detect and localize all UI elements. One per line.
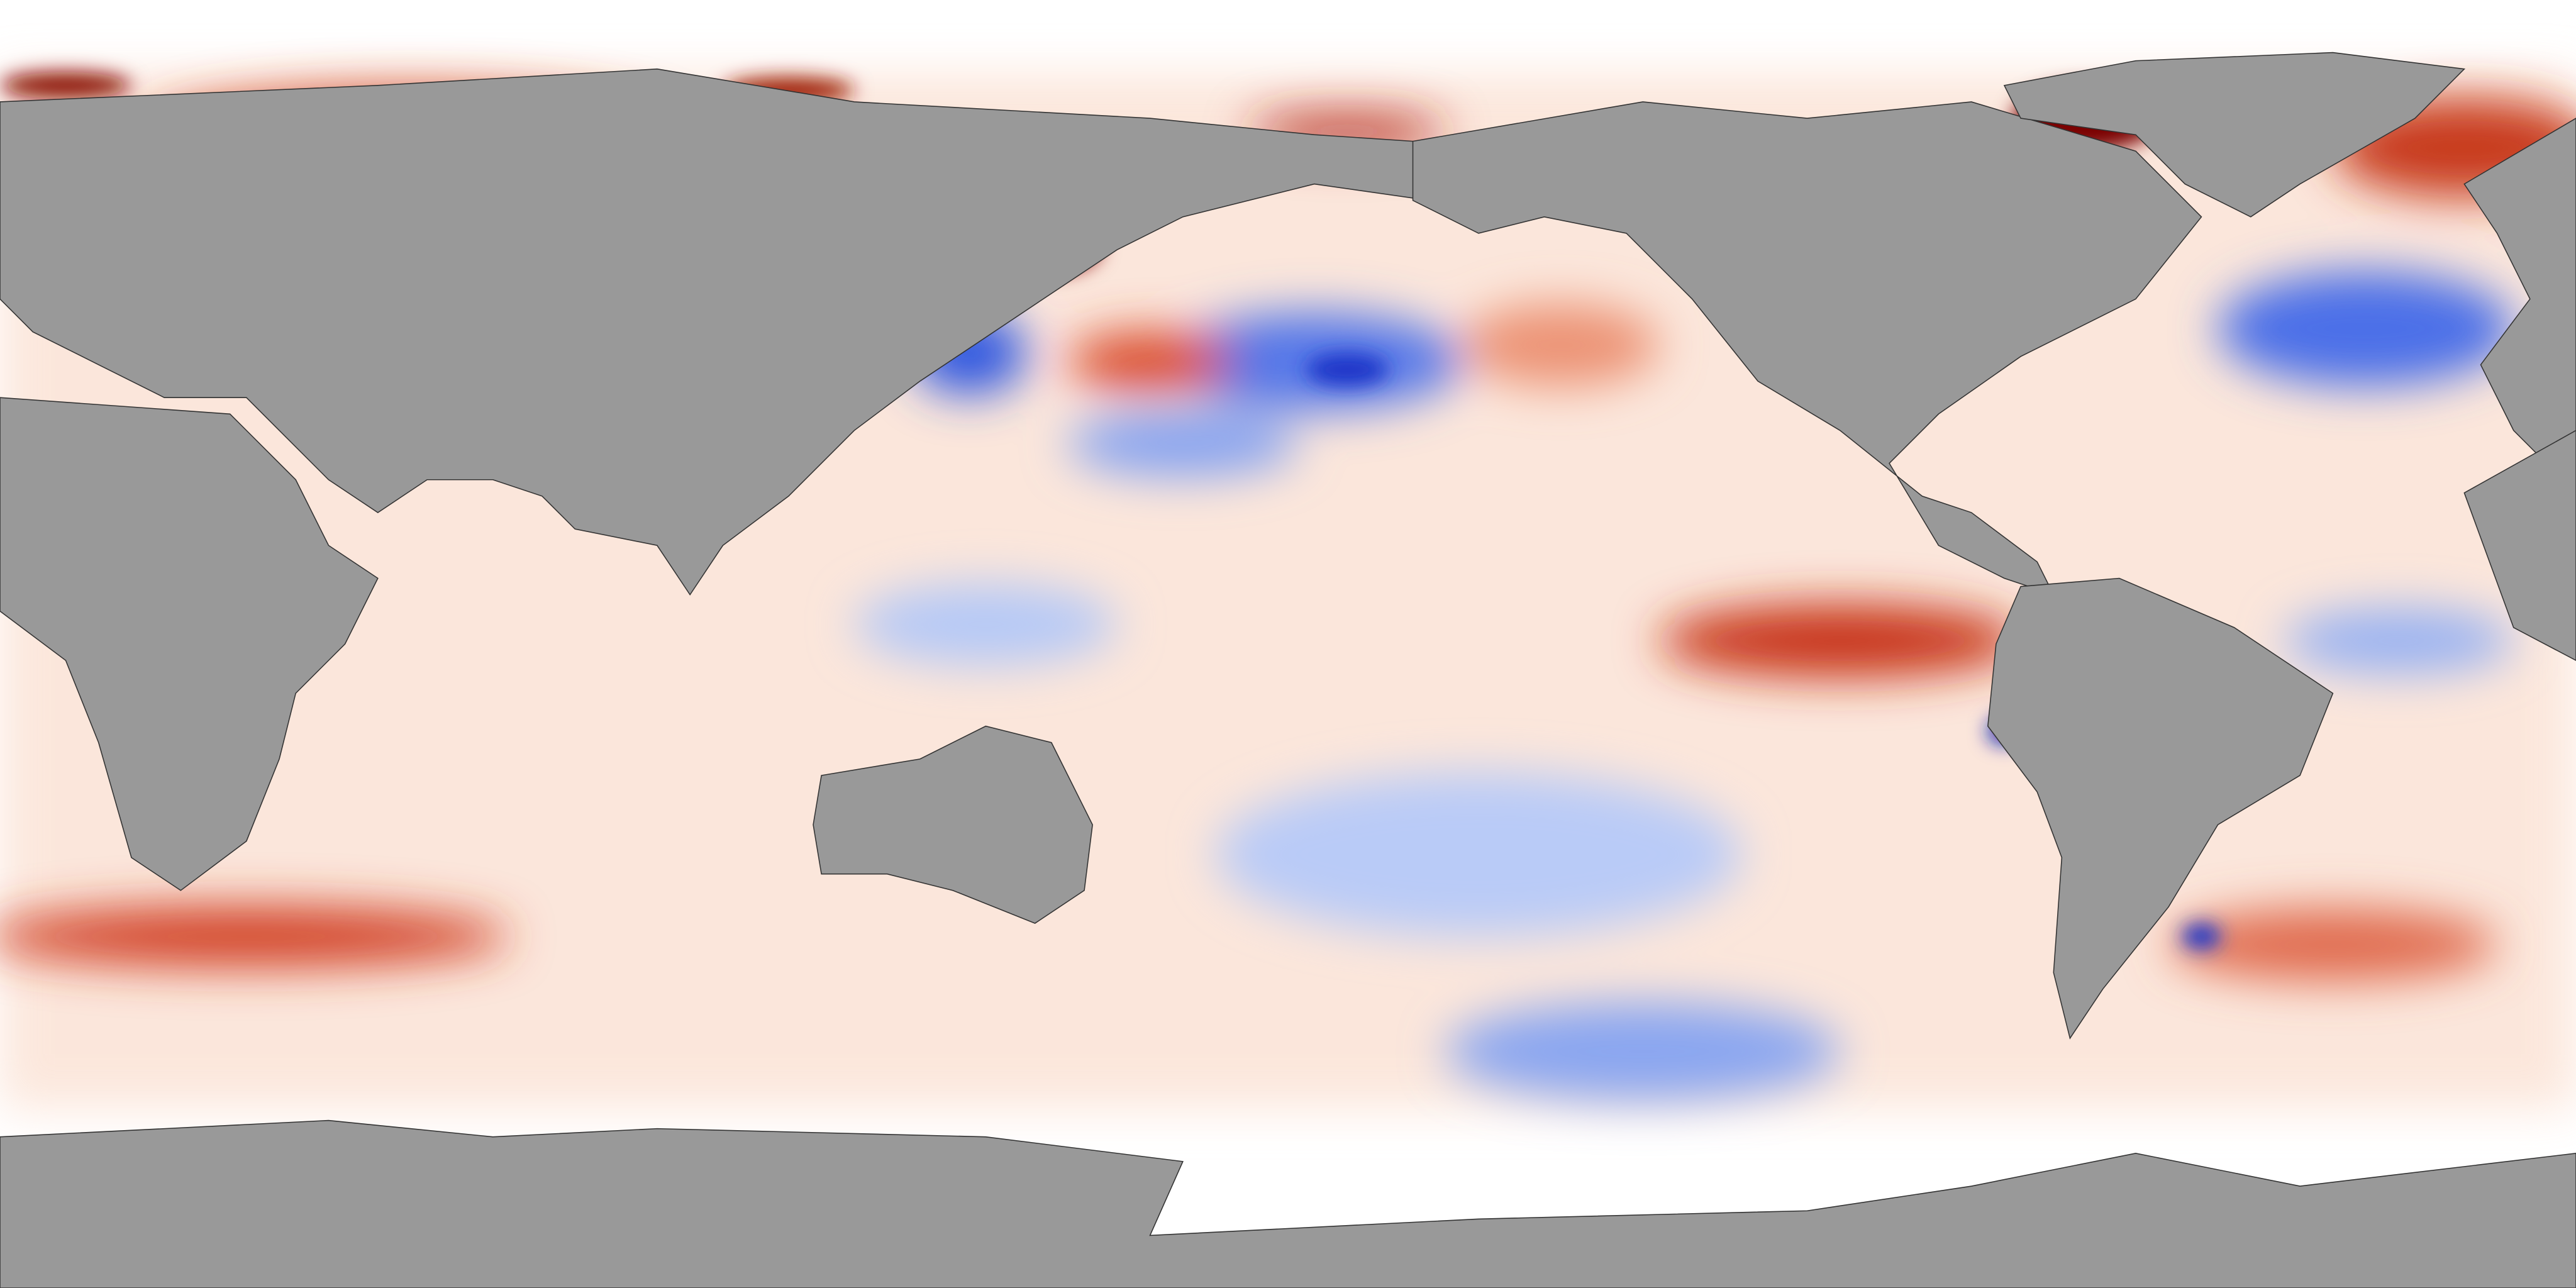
- warm-anomaly: [2168, 908, 2497, 981]
- eurasia: [0, 68, 1430, 596]
- australia: [813, 725, 1093, 924]
- cool-anomaly: [854, 583, 1118, 665]
- warm-anomaly: [0, 906, 509, 966]
- warm-anomaly: [0, 72, 131, 99]
- land: [0, 52, 2576, 1288]
- cool-anomaly: [1445, 1002, 1840, 1101]
- africa: [0, 397, 379, 891]
- cool-anomaly: [2284, 608, 2514, 674]
- south-america: [1987, 577, 2334, 1040]
- warm-anomaly: [1462, 304, 1660, 386]
- cool-anomaly: [2218, 271, 2514, 386]
- cool-anomaly: [1067, 411, 1298, 477]
- cool-anomaly: [1306, 353, 1389, 386]
- cool-anomaly: [2182, 923, 2221, 950]
- north-america: [1412, 101, 2202, 596]
- warm-anomaly: [1659, 604, 2021, 677]
- greenland: [2003, 52, 2466, 218]
- warm-anomaly: [1067, 331, 1233, 391]
- cool-anomaly: [1216, 772, 1741, 936]
